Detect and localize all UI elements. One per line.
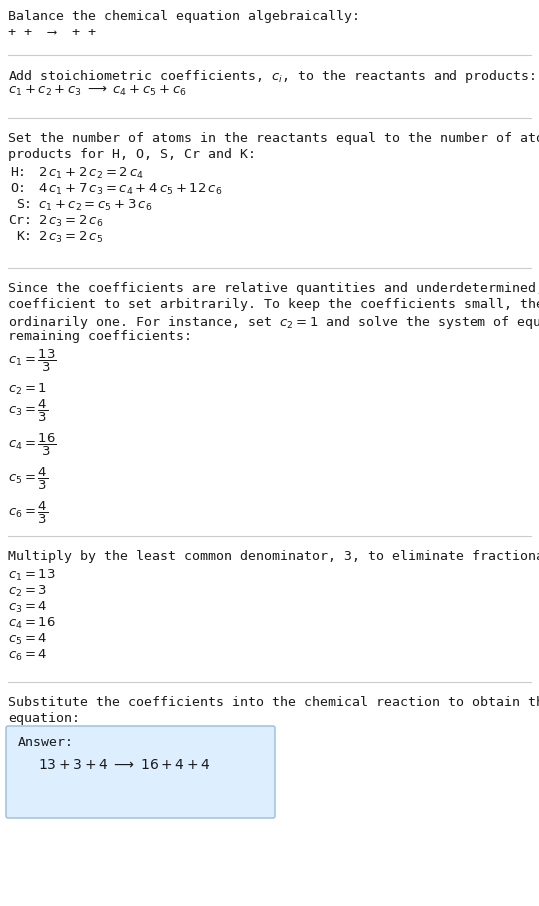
- Text: Substitute the coefficients into the chemical reaction to obtain the balanced: Substitute the coefficients into the che…: [8, 696, 539, 709]
- Text: K:: K:: [16, 230, 32, 243]
- Text: equation:: equation:: [8, 712, 80, 725]
- Text: $c_4 = 16$: $c_4 = 16$: [8, 616, 56, 631]
- Text: $2\,c_1 + 2\,c_2 = 2\,c_4$: $2\,c_1 + 2\,c_2 = 2\,c_4$: [38, 166, 144, 181]
- Text: $c_1 + c_2 = c_5 + 3\,c_6$: $c_1 + c_2 = c_5 + 3\,c_6$: [38, 198, 153, 213]
- Text: $c_3 = \dfrac{4}{3}$: $c_3 = \dfrac{4}{3}$: [8, 398, 48, 424]
- Text: $4\,c_1 + 7\,c_3 = c_4 + 4\,c_5 + 12\,c_6$: $4\,c_1 + 7\,c_3 = c_4 + 4\,c_5 + 12\,c_…: [38, 182, 223, 198]
- Text: $c_1 = 13$: $c_1 = 13$: [8, 568, 56, 583]
- Text: Set the number of atoms in the reactants equal to the number of atoms in the: Set the number of atoms in the reactants…: [8, 132, 539, 145]
- Text: Since the coefficients are relative quantities and underdetermined, choose a: Since the coefficients are relative quan…: [8, 282, 539, 295]
- Text: $c_3 = 4$: $c_3 = 4$: [8, 600, 47, 615]
- Text: Multiply by the least common denominator, 3, to eliminate fractional coefficient: Multiply by the least common denominator…: [8, 550, 539, 563]
- Text: Balance the chemical equation algebraically:: Balance the chemical equation algebraica…: [8, 10, 360, 23]
- FancyBboxPatch shape: [6, 726, 275, 818]
- Text: + +  ⟶  + +: + + ⟶ + +: [8, 26, 96, 39]
- Text: coefficient to set arbitrarily. To keep the coefficients small, the arbitrary va: coefficient to set arbitrarily. To keep …: [8, 298, 539, 311]
- Text: $c_1 = \dfrac{13}{3}$: $c_1 = \dfrac{13}{3}$: [8, 348, 57, 374]
- Text: $c_6 = 4$: $c_6 = 4$: [8, 648, 47, 663]
- Text: $c_5 = 4$: $c_5 = 4$: [8, 632, 47, 647]
- Text: $c_2 = 1$: $c_2 = 1$: [8, 382, 47, 397]
- Text: products for H, O, S, Cr and K:: products for H, O, S, Cr and K:: [8, 148, 256, 161]
- Text: $13 + 3 + 4\;\longrightarrow\;16 + 4 + 4$: $13 + 3 + 4\;\longrightarrow\;16 + 4 + 4…: [38, 758, 211, 772]
- Text: O:: O:: [10, 182, 26, 195]
- Text: Cr:: Cr:: [8, 214, 32, 227]
- Text: $2\,c_3 = 2\,c_6$: $2\,c_3 = 2\,c_6$: [38, 214, 103, 229]
- Text: remaining coefficients:: remaining coefficients:: [8, 330, 192, 343]
- Text: $c_1 + c_2 + c_3\;\longrightarrow\;c_4 + c_5 + c_6$: $c_1 + c_2 + c_3\;\longrightarrow\;c_4 +…: [8, 84, 186, 98]
- Text: Answer:: Answer:: [18, 736, 74, 749]
- Text: $c_2 = 3$: $c_2 = 3$: [8, 584, 47, 599]
- Text: Add stoichiometric coefficients, $c_i$, to the reactants and products:: Add stoichiometric coefficients, $c_i$, …: [8, 68, 536, 85]
- Text: S:: S:: [16, 198, 32, 211]
- Text: $2\,c_3 = 2\,c_5$: $2\,c_3 = 2\,c_5$: [38, 230, 103, 246]
- Text: ordinarily one. For instance, set $c_2 = 1$ and solve the system of equations fo: ordinarily one. For instance, set $c_2 =…: [8, 314, 539, 331]
- Text: $c_5 = \dfrac{4}{3}$: $c_5 = \dfrac{4}{3}$: [8, 466, 48, 492]
- Text: $c_6 = \dfrac{4}{3}$: $c_6 = \dfrac{4}{3}$: [8, 500, 48, 526]
- Text: $c_4 = \dfrac{16}{3}$: $c_4 = \dfrac{16}{3}$: [8, 432, 57, 458]
- Text: H:: H:: [10, 166, 26, 179]
